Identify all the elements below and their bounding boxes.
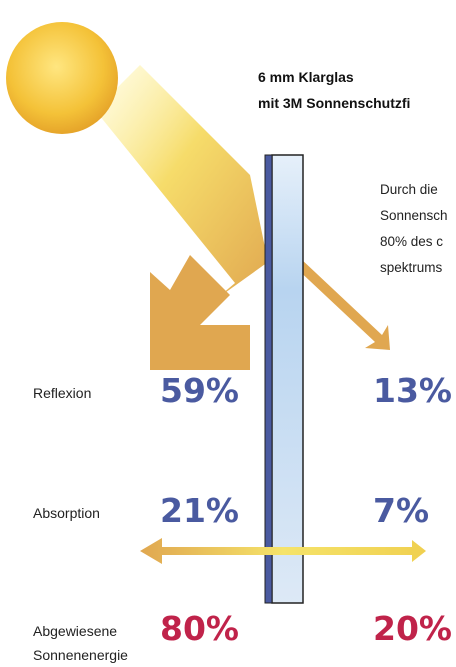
sun xyxy=(6,22,118,134)
beam xyxy=(95,65,268,300)
row-label: Reflexion xyxy=(33,385,91,401)
title-line: mit 3M Sonnenschutzfi xyxy=(258,95,410,111)
row-label: Absorption xyxy=(33,505,100,521)
outside-value: 80% xyxy=(160,609,239,648)
film xyxy=(265,155,272,603)
description-line: Sonnensch xyxy=(380,208,448,223)
row-label: Abgewiesene xyxy=(33,623,117,639)
title-line: 6 mm Klarglas xyxy=(258,69,354,85)
description-line: 80% des c xyxy=(380,234,443,249)
diagram: 6 mm Klarglas mit 3M Sonnenschutzfi Durch … xyxy=(0,0,456,667)
inside-value: 7% xyxy=(373,491,429,530)
description-line: Durch die xyxy=(380,182,438,197)
glass-pane xyxy=(272,155,303,603)
outside-value: 59% xyxy=(160,371,239,410)
transmit-arrow xyxy=(294,258,390,350)
inside-value: 13% xyxy=(373,371,452,410)
description-line: spektrums xyxy=(380,260,443,275)
row-label: Sonnenenergie xyxy=(33,647,128,663)
outside-value: 21% xyxy=(160,491,239,530)
inside-value: 20% xyxy=(373,609,452,648)
